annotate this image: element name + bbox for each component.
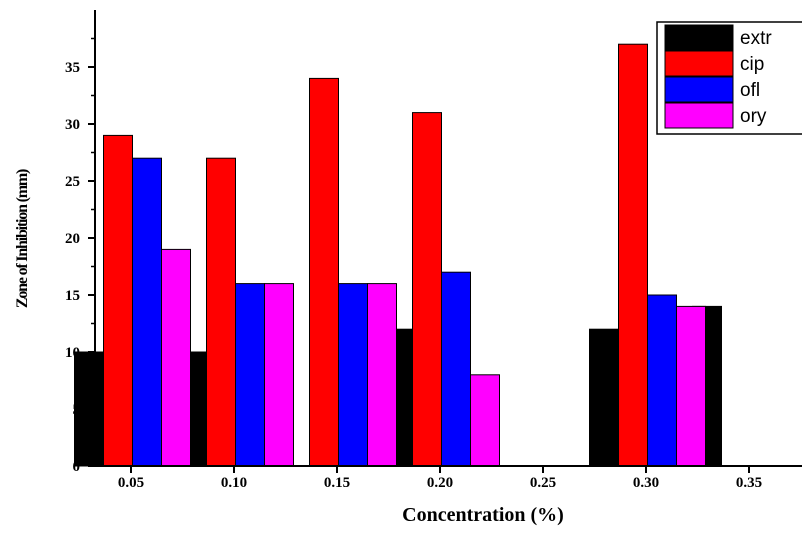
y-tick-label-5: 5 [73, 402, 81, 418]
x-tick-label-0.15: 0.15 [324, 475, 350, 491]
legend-label-extr: extr [740, 28, 772, 49]
bar-cip-0.30 [618, 43, 648, 467]
y-tick-label-25: 25 [65, 174, 80, 190]
bar-ofl-0.20 [441, 271, 471, 467]
y-tick-label-30: 30 [65, 117, 80, 133]
x-tick-label-0.20: 0.20 [427, 475, 453, 491]
legend-swatch-cip [664, 50, 734, 77]
bar-extr-0.30 [589, 328, 619, 467]
bar-ory-0.20 [470, 374, 500, 467]
x-tick-label-0.05: 0.05 [118, 475, 144, 491]
x-ticks-group: 0.05 0.10 0.15 0.20 0.25 0.30 0.35 [118, 466, 762, 491]
x-tick-label-0.25: 0.25 [530, 475, 556, 491]
y-tick-label-10: 10 [65, 345, 80, 361]
legend: extr cip ofl ory [656, 21, 802, 135]
y-tick-label-20: 20 [65, 231, 80, 247]
legend-label-cip: cip [740, 54, 764, 75]
bar-ofl-0.30 [647, 294, 677, 467]
bar-ory-0.10 [264, 283, 294, 467]
bar-ory-0.15 [367, 283, 397, 467]
legend-swatch-ory [664, 102, 734, 129]
legend-label-ory: ory [740, 106, 767, 127]
y-tick-label-15: 15 [65, 288, 80, 304]
bar-cip-0.05 [103, 134, 133, 467]
bars-group [74, 43, 722, 467]
bar-cip-0.20 [412, 112, 442, 467]
legend-swatch-ofl [664, 76, 734, 103]
x-tick-label-0.35: 0.35 [736, 475, 762, 491]
bar-cip-0.15 [309, 77, 339, 467]
y-ticks-group: 0 5 10 15 20 25 30 35 [65, 37, 95, 475]
bar-ofl-0.05 [132, 157, 162, 467]
bar-ofl-0.10 [235, 283, 265, 467]
bar-ory-0.30 [676, 305, 706, 467]
y-tick-label-35: 35 [65, 60, 80, 76]
legend-swatch-extr [664, 24, 734, 51]
legend-label-ofl: ofl [740, 80, 760, 101]
bar-cip-0.10 [206, 157, 236, 467]
y-axis-title: Zone of Inhibition (mm) [14, 169, 31, 308]
y-tick-label-0: 0 [73, 459, 81, 475]
bar-ofl-0.15 [338, 283, 368, 467]
bar-ory-0.05 [161, 248, 191, 467]
x-tick-label-0.30: 0.30 [633, 475, 659, 491]
x-tick-label-0.10: 0.10 [221, 475, 247, 491]
x-axis-title: Concentration (%) [402, 504, 564, 526]
